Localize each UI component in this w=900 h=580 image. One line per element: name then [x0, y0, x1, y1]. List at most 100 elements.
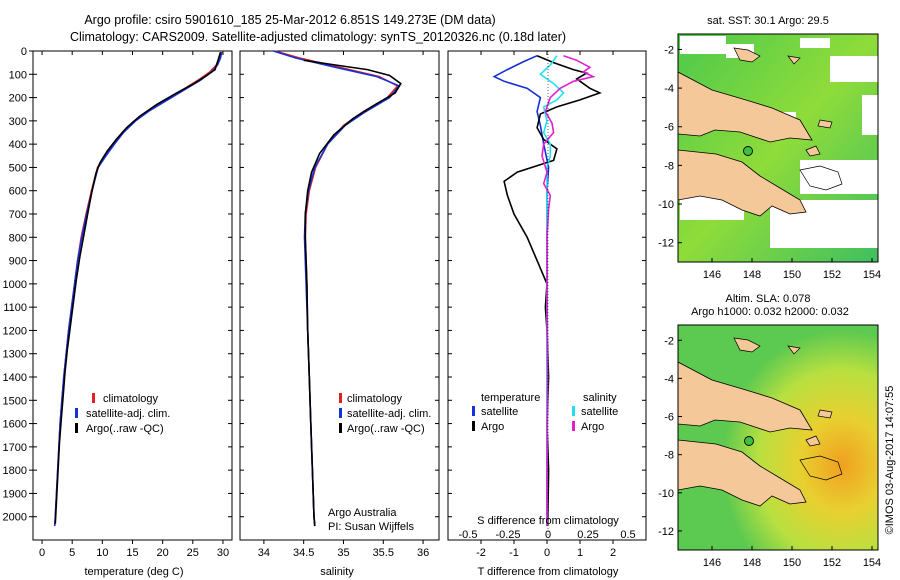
depth-tick-label: 1300 [3, 349, 27, 361]
map-x-tick-label: 154 [863, 557, 881, 569]
s-diff-tick-label: -0.25 [495, 529, 520, 541]
salinity-legend: climatology satellite-adj. clim. Argo(..… [339, 393, 431, 435]
series-satellite-adj-clim [273, 50, 401, 527]
depth-tick-label: 200 [9, 93, 27, 105]
x-tick-label: 10 [96, 547, 108, 559]
depth-tick-label: 1000 [3, 279, 27, 291]
map-x-tick-label: 150 [783, 269, 801, 281]
s-diff-tick-label: 0.5 [620, 529, 635, 541]
x-tick-label: 0 [544, 547, 550, 559]
legend-label: satellite-adj. clim. [86, 408, 170, 420]
x-tick-label: 25 [187, 547, 199, 559]
map-x-tick-label: 150 [783, 557, 801, 569]
salinity-axis-label: salinity [320, 566, 354, 578]
title-line-1: Argo profile: csiro 5901610_185 25-Mar-2… [84, 13, 495, 27]
map-y-tick-label: -2 [664, 335, 674, 347]
map-y-tick-label: -12 [658, 238, 674, 250]
legend-swatch-s-satellite [572, 406, 575, 416]
sst-map-title: sat. SST: 30.1 Argo: 29.5 [707, 15, 829, 27]
depth-tick-label: 100 [9, 69, 27, 81]
institution-label: Argo Australia [328, 507, 397, 519]
legend-label: satellite [581, 406, 618, 418]
t-difference-axis-label: T difference from climatology [478, 566, 619, 578]
land-new-guinea [678, 71, 813, 143]
series-t-satellite [492, 54, 550, 526]
sla-map-title-1: Altim. SLA: 0.078 [726, 293, 811, 305]
temperature-series [53, 51, 223, 527]
x-tick-label: 34 [258, 547, 270, 559]
temperature-legend: climatology satellite-adj. clim. Argo(..… [75, 393, 170, 435]
credit-label: ©IMOS 03-Aug-2017 14:07:55 [884, 386, 896, 535]
map-y-tick-label: -8 [664, 160, 674, 172]
map-y-tick-label: -10 [658, 488, 674, 500]
series-argo-raw-qc [303, 59, 402, 527]
depth-tick-label: 400 [9, 139, 27, 151]
depth-tick-label: 300 [9, 116, 27, 128]
x-tick-label: 34.5 [293, 547, 314, 559]
map-y-tick-label: -6 [664, 122, 674, 134]
sla-argo-marker [744, 436, 754, 446]
legend-swatch-satellite [75, 408, 78, 418]
depth-tick-label: 1200 [3, 325, 27, 337]
depth-tick-label: 2000 [3, 512, 27, 524]
sst-map [678, 34, 878, 262]
x-tick-label: 36 [417, 547, 429, 559]
map-y-tick-label: -12 [658, 526, 674, 538]
series-climatology [274, 50, 399, 527]
map-y-tick-label: -4 [664, 373, 674, 385]
sla-field [678, 325, 878, 550]
legend-label: Argo [481, 421, 504, 433]
legend-swatch-argo [339, 423, 342, 433]
legend-label: climatology [347, 393, 403, 405]
reef-outline [799, 165, 843, 191]
depth-tick-label: 800 [9, 232, 27, 244]
depth-tick-label: 1900 [3, 488, 27, 500]
depth-tick-label: 1700 [3, 442, 27, 454]
map-y-tick-label: -2 [664, 44, 674, 56]
legend-swatch-t-satellite [472, 406, 475, 416]
depth-tick-label: 1600 [3, 419, 27, 431]
x-tick-label: -2 [476, 547, 486, 559]
legend-swatch-satellite [339, 408, 342, 418]
legend-swatch-argo [75, 423, 78, 433]
series-climatology [53, 52, 222, 527]
depth-tick-label: 700 [9, 209, 27, 221]
legend-swatch-climatology [339, 393, 342, 403]
legend-title-temperature: temperature [481, 392, 540, 404]
land-papua [678, 149, 807, 217]
temperature-axis-label: temperature (deg C) [84, 566, 183, 578]
map-x-tick-label: 152 [823, 557, 841, 569]
sst-map-frame [677, 33, 879, 263]
map-x-tick-label: 154 [863, 269, 881, 281]
map-x-tick-label: 146 [703, 557, 721, 569]
depth-tick-label: 600 [9, 186, 27, 198]
salinity-panel [239, 50, 440, 541]
legend-swatch-t-argo [472, 421, 475, 431]
x-tick-label: 5 [69, 547, 75, 559]
legend-title-salinity: salinity [583, 392, 617, 404]
difference-legend: temperature satellite Argo salinity sate… [472, 392, 618, 433]
legend-swatch-climatology [92, 393, 95, 403]
series-argo-raw-qc [54, 51, 222, 524]
x-tick-labels: 0 5 10 15 20 25 30 34 34.5 35 35.5 36 -2 -1 0 1 2 -0.5 -0.… [39, 51, 636, 559]
title-line-2: Climatology: CARS2009. Satellite-adjuste… [70, 30, 566, 44]
reef-outline [799, 455, 843, 481]
series-satellite-adj-clim [53, 52, 223, 527]
legend-swatch-s-argo [572, 421, 575, 431]
depth-tick-label: 1100 [3, 302, 27, 314]
x-tick-label: -1 [509, 547, 519, 559]
legend-label: Argo [581, 421, 604, 433]
map-y-tick-label: -6 [664, 412, 674, 424]
x-tick-label: 30 [217, 547, 229, 559]
x-tick-label: 15 [126, 547, 138, 559]
map-y-tick-label: -10 [658, 199, 674, 211]
map-y-tick-label: -4 [664, 83, 674, 95]
s-diff-tick-label: -0.5 [459, 529, 478, 541]
depth-axis: 0 100 200 300 400 500 600 700 800 900 1000 1100 1200… [3, 46, 646, 524]
s-diff-tick-label: 0.25 [577, 529, 598, 541]
depth-tick-label: 900 [9, 256, 27, 268]
x-tick-label: 0 [39, 547, 45, 559]
land-islands [733, 337, 833, 447]
sla-map-frame [677, 324, 879, 551]
